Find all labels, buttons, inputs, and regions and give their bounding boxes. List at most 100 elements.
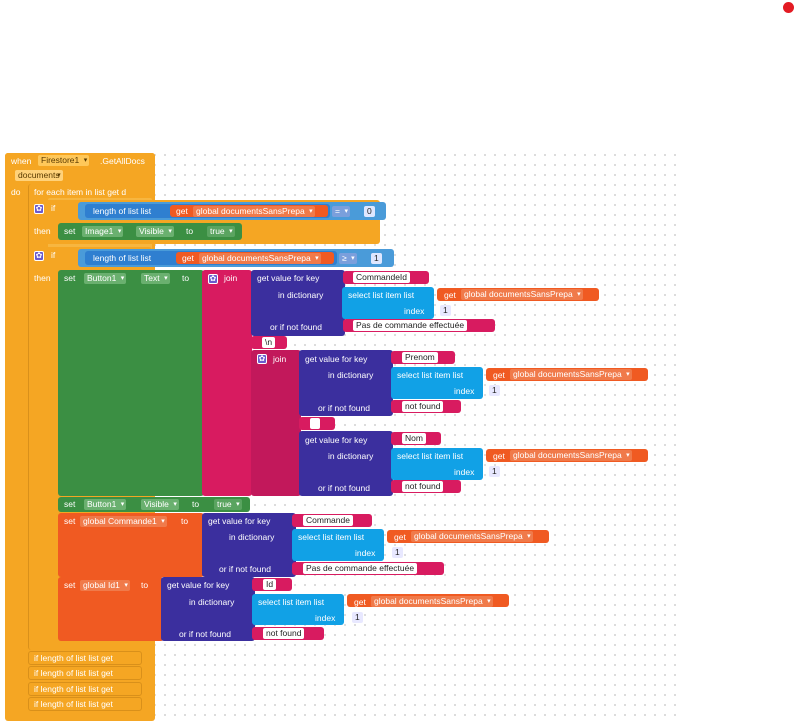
- setvis-prop-dropdown[interactable]: Visible: [141, 499, 179, 510]
- k2-label: get value for key: [305, 354, 368, 364]
- error-indicator-icon[interactable]: [783, 2, 794, 13]
- if2-num[interactable]: 1: [371, 253, 382, 264]
- setid-dict-lookup[interactable]: [161, 577, 255, 641]
- k2-select-list-item[interactable]: [391, 367, 483, 399]
- setcmd-notfound-label: or if not found: [219, 564, 271, 574]
- k1-var-dropdown[interactable]: global documentsSansPrepa: [461, 289, 583, 300]
- setid-gvar-dropdown[interactable]: global documentsSansPrepa: [371, 596, 493, 607]
- setcmd-key[interactable]: Commande: [303, 515, 353, 526]
- setcmd-gvar-dropdown[interactable]: global documentsSansPrepa: [411, 531, 533, 542]
- setid-dict-label: in dictionary: [189, 597, 235, 607]
- collapsed-if-block[interactable]: [28, 651, 142, 665]
- if2-op-dropdown[interactable]: ≥: [339, 253, 357, 264]
- setcmd-select-list-item[interactable]: [292, 529, 384, 561]
- k3-sel-label: select list item list: [397, 451, 464, 461]
- k1-dict-label: in dictionary: [278, 290, 324, 300]
- if2-var-dropdown[interactable]: global documentsSansPrepa: [199, 253, 321, 264]
- setid-label: get value for key: [167, 580, 230, 590]
- k1-nf[interactable]: Pas de commande effectuée: [353, 320, 468, 331]
- if2-length-label: length of list list: [93, 253, 152, 263]
- setcmd-sel-label: select list item list: [298, 532, 365, 542]
- k3-notfound-label: or if not found: [318, 483, 370, 493]
- k1-index-num[interactable]: 1: [440, 305, 451, 316]
- settext-to-label: to: [182, 273, 190, 283]
- setcmd-label: get value for key: [208, 516, 271, 526]
- newline-text[interactable]: \n: [262, 337, 276, 348]
- setid-key[interactable]: Id: [263, 579, 277, 590]
- setcmd-nf[interactable]: Pas de commande effectuée: [303, 563, 418, 574]
- setid-get-label: get: [354, 597, 366, 607]
- join2-block[interactable]: [251, 350, 301, 496]
- dict-lookup-prenom[interactable]: [299, 350, 393, 416]
- k1-notfound-label: or if not found: [270, 322, 322, 332]
- if1-prop-dropdown[interactable]: Visible: [136, 226, 174, 237]
- event-when-label: when: [11, 156, 32, 166]
- setvis-value-dropdown[interactable]: true: [214, 499, 242, 510]
- k1-index-label: index: [404, 306, 425, 316]
- setcmd-index-num[interactable]: 1: [392, 547, 403, 558]
- event-component-dropdown[interactable]: Firestore1: [38, 155, 90, 166]
- if2-get-label: get: [182, 253, 194, 263]
- join-label: join: [224, 273, 238, 283]
- event-do-label: do: [11, 187, 21, 197]
- setid-index-num[interactable]: 1: [352, 612, 363, 623]
- setid-var-dropdown[interactable]: global Id1: [80, 580, 130, 591]
- k3-var-dropdown[interactable]: global documentsSansPrepa: [510, 450, 632, 461]
- setid-sel-label: select list item list: [258, 597, 325, 607]
- k1-select-list-item[interactable]: [342, 287, 434, 319]
- set-button-text-block[interactable]: [58, 270, 204, 496]
- setid-set-label: set: [64, 580, 76, 590]
- setcmd-dict-lookup[interactable]: [202, 513, 296, 577]
- k2-key[interactable]: Prenom: [402, 352, 438, 363]
- if2-gear-icon[interactable]: ✿: [34, 251, 44, 261]
- setcmd-var-dropdown[interactable]: global Commande1: [80, 516, 167, 527]
- setcmd-get-label: get: [394, 532, 406, 542]
- if1-to-label: to: [186, 226, 194, 236]
- setid-nf[interactable]: not found: [263, 628, 305, 639]
- if1-gear-icon[interactable]: ✿: [34, 204, 44, 214]
- k3-select-list-item[interactable]: [391, 448, 483, 480]
- join2-gear-icon[interactable]: ✿: [257, 354, 267, 364]
- if1-label: if: [51, 203, 56, 213]
- k3-nf[interactable]: not found: [402, 481, 444, 492]
- join-block[interactable]: [202, 270, 252, 496]
- k2-dict-label: in dictionary: [328, 370, 374, 380]
- k3-get-label: get: [493, 451, 505, 461]
- if1-comp-dropdown[interactable]: Image1: [82, 226, 124, 237]
- settext-prop-dropdown[interactable]: Text: [141, 273, 170, 284]
- if1-op-dropdown[interactable]: =: [332, 206, 350, 217]
- k3-index-num[interactable]: 1: [489, 466, 500, 477]
- if1-value-dropdown[interactable]: true: [207, 226, 235, 237]
- join-gear-icon[interactable]: ✿: [208, 274, 218, 284]
- collapsed-if-block[interactable]: [28, 682, 142, 696]
- k2-index-num[interactable]: 1: [489, 385, 500, 396]
- foreach-label: for each item in list get d: [34, 187, 127, 197]
- if1-length-label: length of list list: [93, 206, 152, 216]
- if1-num[interactable]: 0: [364, 206, 375, 217]
- dict-lookup-nom[interactable]: [299, 431, 393, 496]
- collapsed-if-block[interactable]: [28, 697, 142, 711]
- setvis-comp-dropdown[interactable]: Button1: [84, 499, 127, 510]
- collapsed-if-label: if length of list list get: [34, 668, 113, 678]
- setid-to-label: to: [141, 580, 149, 590]
- settext-comp-dropdown[interactable]: Button1: [84, 273, 127, 284]
- space-text[interactable]: [310, 418, 320, 429]
- k1-label: get value for key: [257, 273, 320, 283]
- if1-var-dropdown[interactable]: global documentsSansPrepa: [193, 206, 315, 217]
- collapsed-if-label: if length of list list get: [34, 653, 113, 663]
- collapsed-if-block[interactable]: [28, 666, 142, 680]
- k3-dict-label: in dictionary: [328, 451, 374, 461]
- dict-lookup-commandeid[interactable]: [251, 270, 345, 336]
- setid-select-list-item[interactable]: [252, 594, 344, 625]
- k1-key[interactable]: CommandeId: [353, 272, 411, 283]
- if2-label: if: [51, 250, 56, 260]
- k2-var-dropdown[interactable]: global documentsSansPrepa: [510, 369, 632, 380]
- event-param-documents[interactable]: documents: [15, 170, 63, 181]
- settext-set-label: set: [64, 273, 76, 283]
- setvis-to-label: to: [192, 499, 200, 509]
- k2-nf[interactable]: not found: [402, 401, 444, 412]
- setcmd-dict-label: in dictionary: [229, 532, 275, 542]
- setcmd-set-label: set: [64, 516, 76, 526]
- k3-key[interactable]: Nom: [402, 433, 426, 444]
- k3-index-label: index: [454, 467, 475, 477]
